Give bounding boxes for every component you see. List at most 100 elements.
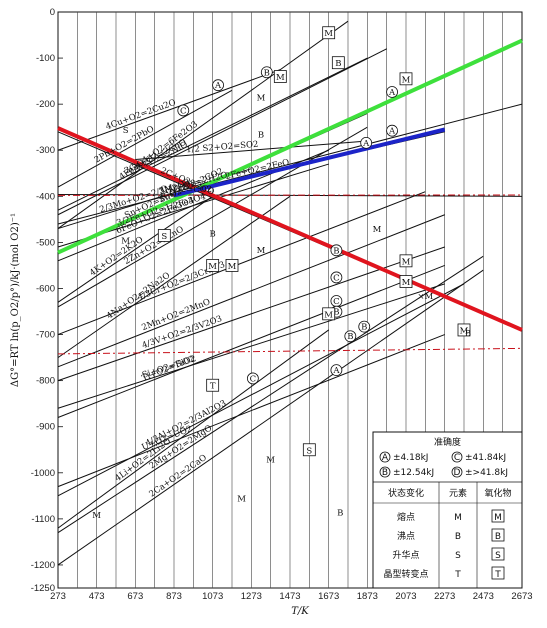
accuracy-letter: A [362, 139, 370, 149]
phase-mark: M [257, 246, 266, 256]
reaction-line [57, 269, 484, 566]
phase-mark: B [465, 329, 471, 339]
phase-mark: M [257, 94, 266, 104]
legend-oxide-mark: S [495, 551, 501, 561]
y-tick-label: -700 [36, 330, 55, 341]
legend-change: 沸点 [397, 530, 415, 542]
phase-mark-box [457, 323, 471, 337]
reaction-line [57, 69, 281, 151]
legend-header: 氧化物 [484, 487, 511, 499]
x-tick-label: 2473 [473, 591, 494, 602]
phase-mark: M [208, 262, 217, 272]
accuracy-circle [330, 244, 343, 257]
x-tick-label: 1673 [318, 591, 339, 602]
legend-accuracy-value: ±41.84kJ [465, 453, 506, 463]
phase-mark-box [302, 443, 316, 457]
legend-accuracy-circle [451, 466, 463, 478]
accuracy-circle [360, 136, 373, 149]
grid-lines [57, 11, 523, 589]
accuracy-circle [330, 364, 343, 377]
phase-mark-box [206, 378, 220, 392]
reaction-line [57, 191, 426, 336]
y-tick-label: -1000 [31, 468, 55, 479]
reaction-line [57, 195, 291, 359]
phase-mark-box [399, 254, 413, 268]
phase-mark-box [225, 259, 239, 272]
y-tick-label: -400 [36, 191, 55, 202]
phase-mark: B [210, 230, 216, 240]
reaction-line [135, 140, 368, 160]
accuracy-circle [358, 320, 371, 333]
phase-mark: M [121, 237, 130, 247]
reaction-line [57, 255, 484, 534]
x-tick-label: 273 [50, 591, 66, 602]
accuracy-letter: A [214, 81, 222, 91]
accuracy-circle [177, 104, 190, 117]
y-tick-label: -1200 [31, 560, 55, 571]
phase-mark-box [322, 26, 336, 40]
x-tick-label: 2273 [434, 591, 455, 602]
accuracy-letter: C [250, 374, 257, 384]
accuracy-circle [260, 66, 273, 79]
reaction-line [57, 103, 523, 225]
legend-element-mark: B [455, 532, 461, 542]
y-tick-label: -500 [36, 237, 55, 248]
phase-mark: M [228, 262, 237, 272]
phase-mark-box [331, 56, 345, 70]
legend-oxide-mark: T [494, 570, 501, 580]
phase-mark-box [399, 275, 413, 288]
y-tick-label: -900 [36, 422, 55, 433]
reaction-line [57, 195, 213, 303]
accuracy-circle [246, 372, 259, 385]
phase-mark: M [324, 310, 333, 320]
legend-accuracy-letter: A [382, 453, 389, 463]
x-tick-label: 1273 [241, 591, 262, 602]
accuracy-letter: B [333, 308, 339, 318]
accuracy-letter: C [333, 273, 340, 283]
phase-mark-box [399, 72, 413, 86]
accuracy-letter: B [333, 246, 339, 256]
legend-element-mark: S [455, 551, 461, 561]
highlight-line [57, 126, 523, 332]
legend-accuracy-circle [451, 451, 463, 463]
legend-oxide-box [491, 509, 505, 523]
legend-change: 升华点 [392, 549, 419, 561]
y-axis-label: ΔG°=RT ln(p_O2/p°)/kJ·(mol O2)⁻¹ [10, 213, 21, 387]
x-tick-label: 673 [127, 591, 143, 602]
y-tick-label: -300 [36, 145, 55, 156]
y-tick-label: -1250 [31, 583, 55, 594]
phase-mark: S [161, 232, 167, 242]
y-tick-label: -800 [36, 376, 55, 387]
legend-accuracy-letter: B [382, 468, 388, 478]
x-tick-label: 1073 [202, 591, 223, 602]
y-tick-label: 0 [50, 7, 55, 18]
phase-mark: M [402, 75, 411, 85]
reaction-line [57, 214, 445, 368]
phase-mark: M [402, 278, 411, 288]
legend-accuracy-value: ±>41.8kJ [465, 468, 508, 478]
reaction-line [57, 48, 387, 216]
highlight-line [57, 347, 523, 355]
legend-change: 熔点 [397, 511, 415, 523]
legend-header: 元素 [449, 487, 467, 499]
reaction-labels: 4Cu+O2=2Cu2OA4Fe3O4+O2=6Fe2O3B2Pb+O2=2Pb… [88, 66, 398, 500]
phase-mark: B [258, 131, 264, 141]
highlight-line [57, 38, 523, 255]
accuracy-letter: C [333, 297, 340, 307]
phase-mark: S [306, 446, 312, 456]
legend-element-mark: M [454, 513, 462, 523]
accuracy-circle [344, 330, 357, 343]
legend-oxide-box [491, 547, 505, 561]
y-tick-label: -1100 [31, 514, 55, 525]
reaction-line [57, 126, 368, 308]
reaction-line [57, 20, 349, 229]
phase-mark-box [273, 70, 287, 83]
legend-change: 晶型转变点 [383, 568, 428, 580]
legend-accuracy-value: ±12.54kJ [393, 468, 434, 478]
reaction-label: C+O2=CO2 [160, 185, 212, 195]
accuracy-letter: B [264, 68, 270, 78]
x-tick-label: 873 [166, 591, 182, 602]
x-tick-label: 2073 [395, 591, 416, 602]
x-axis-label: T/K [291, 606, 309, 617]
